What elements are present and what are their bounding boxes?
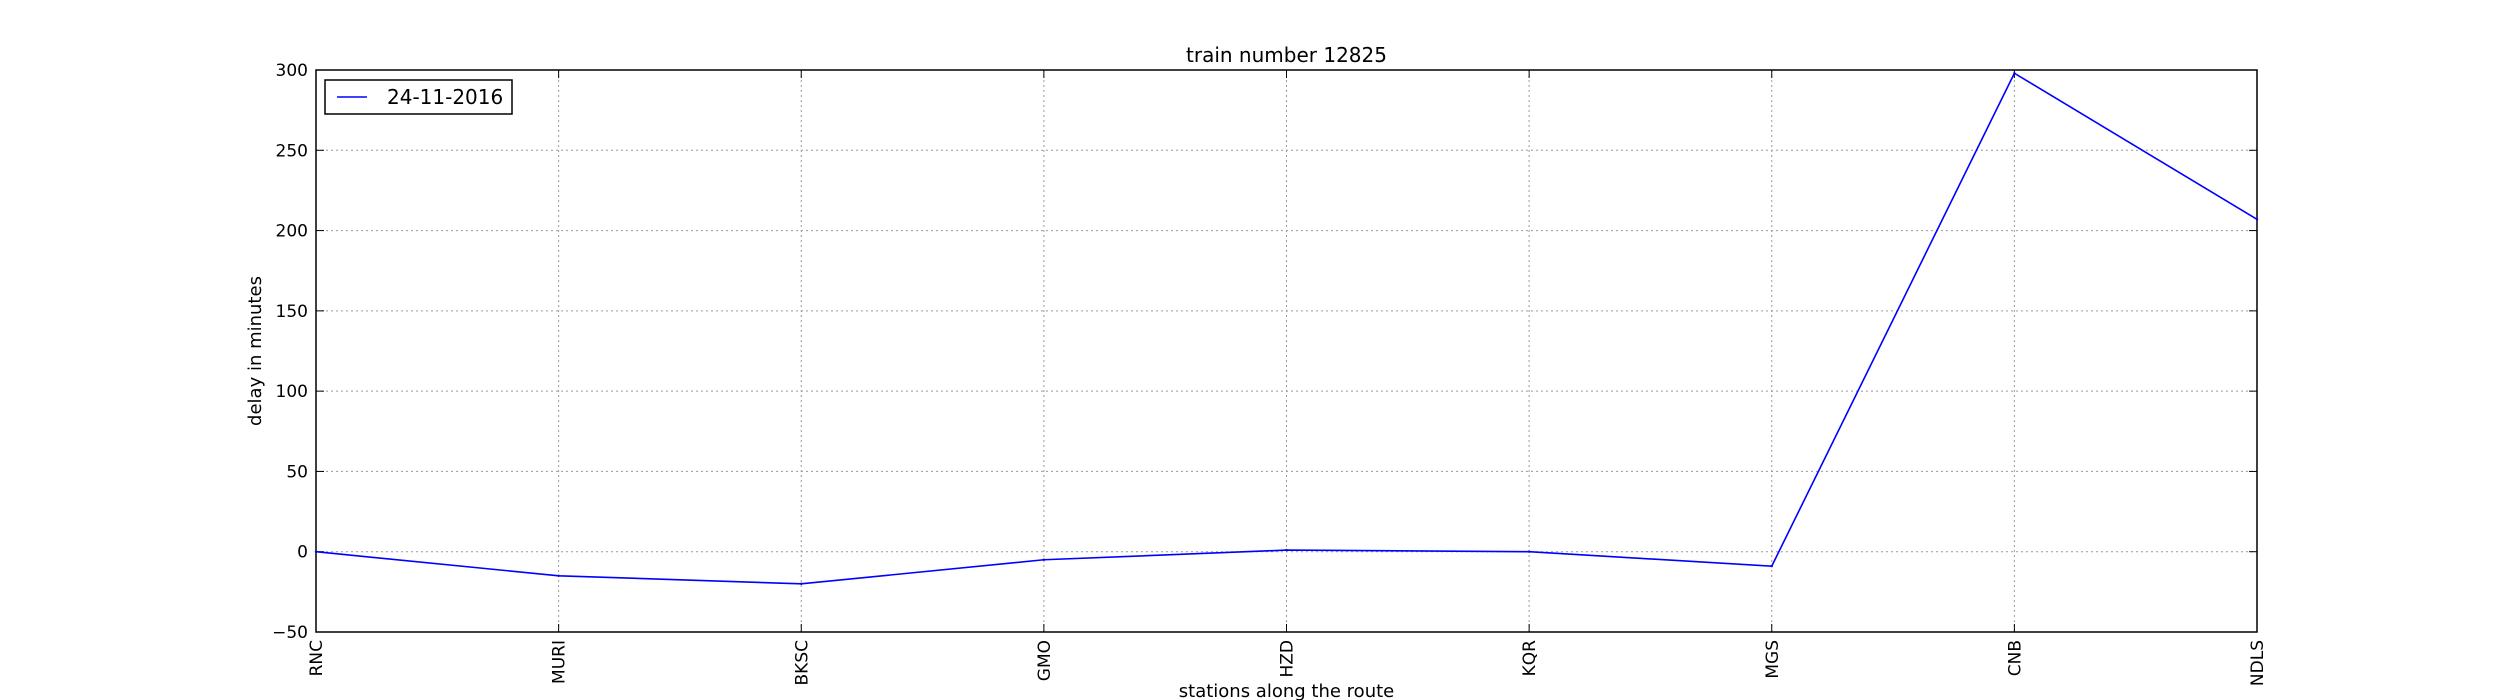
y-tick-label: 150 xyxy=(276,302,308,322)
x-tick-label: RNC xyxy=(307,640,327,676)
x-tick-label: KQR xyxy=(1520,640,1540,677)
grid-lines xyxy=(316,70,2257,632)
data-point xyxy=(1527,550,1531,553)
y-tick-label: 250 xyxy=(276,141,308,161)
y-tick-label: −50 xyxy=(272,623,308,643)
x-tick-label: GMO xyxy=(1035,640,1055,681)
legend-entry-label: 24-11-2016 xyxy=(387,85,503,109)
x-tick-label: NDLS xyxy=(2248,640,2268,686)
x-tick-label: MGS xyxy=(1763,640,1783,679)
data-point xyxy=(557,574,560,577)
data-point xyxy=(1770,564,1773,568)
y-tick-label: 300 xyxy=(276,61,308,81)
x-tick-label: BKSC xyxy=(792,640,812,685)
data-point xyxy=(1042,558,1046,561)
legend: 24-11-2016 xyxy=(324,79,513,115)
y-tick-label: 200 xyxy=(276,222,308,242)
series-lines xyxy=(314,72,2259,586)
y-axis-label: delay in minutes xyxy=(245,276,266,426)
y-tick-label: 50 xyxy=(286,462,308,482)
x-axis-label: stations along the route xyxy=(1179,681,1394,700)
chart-title: train number 12825 xyxy=(1186,43,1387,67)
data-point xyxy=(800,582,803,586)
x-axis-ticks: RNC MURI BKSC GMO HZD KQR MGS CNB NDLS xyxy=(307,70,2268,686)
data-point xyxy=(314,550,318,553)
data-point xyxy=(2013,72,2016,75)
data-point xyxy=(2255,218,2259,221)
x-tick-label: CNB xyxy=(2005,640,2025,676)
y-tick-label: 100 xyxy=(276,382,308,402)
x-tick-label: MURI xyxy=(550,640,570,684)
data-point xyxy=(1285,548,1288,552)
y-tick-label: 0 xyxy=(297,543,308,563)
x-tick-label: HZD xyxy=(1278,640,1298,678)
